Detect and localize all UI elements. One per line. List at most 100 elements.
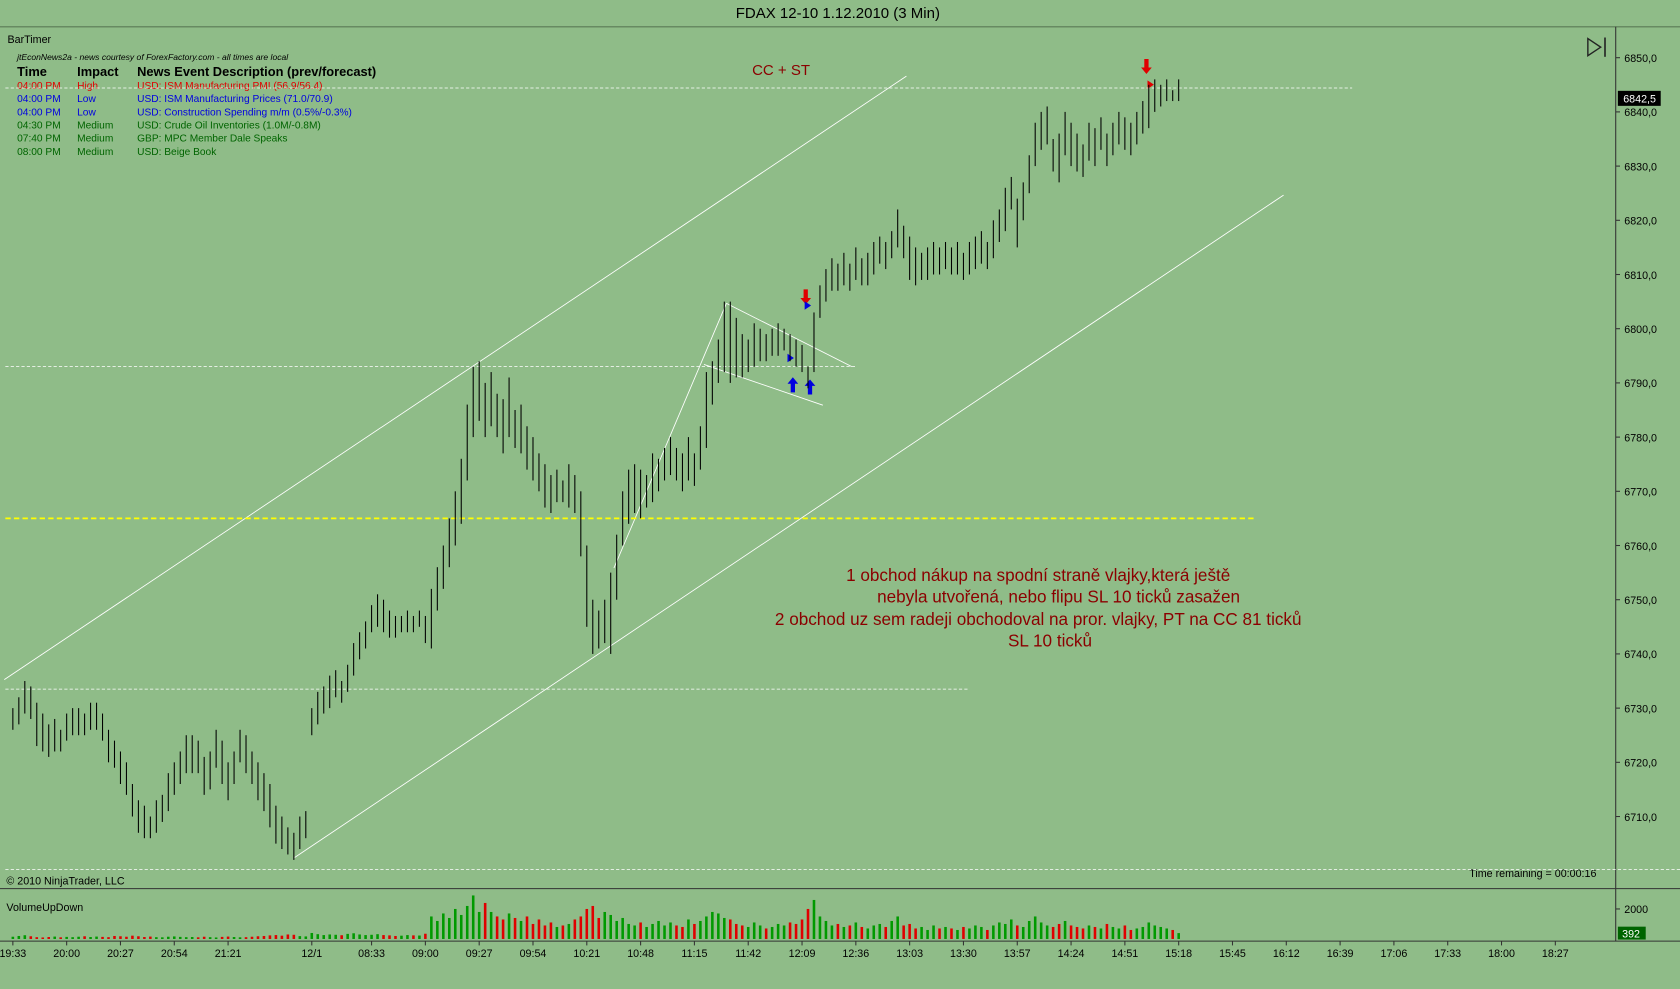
x-tick-label: 08:33 [358, 948, 385, 960]
volume-bar [615, 920, 618, 939]
x-tick-label: 19:33 [0, 948, 26, 960]
flag-line [703, 364, 823, 406]
volume-bar [525, 916, 529, 939]
volume-bar [256, 936, 260, 939]
y-tick-label: 6800,0 [1624, 324, 1657, 336]
volume-bar [681, 926, 684, 939]
x-tick-label: 14:24 [1058, 948, 1085, 960]
volume-bar [1177, 933, 1180, 939]
volume-bar [1075, 926, 1079, 939]
volume-bar [519, 920, 523, 939]
volume-bar [669, 922, 672, 939]
volume-bar [1087, 925, 1091, 939]
annotation: CC + ST [752, 62, 810, 79]
x-tick-label: 18:27 [1542, 948, 1569, 960]
volume-bar [268, 935, 272, 939]
volume-bar [800, 919, 804, 939]
x-tick-label: 20:54 [161, 948, 188, 960]
volume-bar [962, 926, 965, 939]
volume-bar [782, 925, 786, 939]
volume-bar [436, 920, 439, 939]
volume-bar [1039, 922, 1043, 939]
volume-bar [155, 937, 158, 939]
volume-bar [17, 935, 21, 939]
volume-bar [549, 922, 553, 939]
volume-bar [986, 929, 989, 939]
x-tick-label: 10:21 [573, 948, 600, 960]
volume-bar [143, 937, 146, 939]
volume-bar [1111, 926, 1115, 939]
x-tick-label: 20:00 [53, 948, 80, 960]
volume-bar [1004, 923, 1007, 939]
news-cell: USD: Beige Book [137, 147, 217, 158]
indicator-label: BarTimer [8, 34, 52, 46]
volume-bar [645, 926, 648, 939]
news-cell: High [77, 81, 98, 92]
volume-bar [184, 937, 188, 939]
news-cell: 04:30 PM [17, 121, 61, 132]
volume-bar [53, 936, 56, 939]
volume-bar [561, 925, 565, 939]
news-cell: Low [77, 107, 96, 118]
volume-bar [471, 895, 475, 939]
volume-bar [370, 934, 373, 939]
volume-tick-label: 2000 [1624, 904, 1648, 916]
volume-bar [705, 916, 708, 939]
buy-arrow [804, 379, 816, 395]
volume-bar [304, 936, 308, 939]
volume-bar [71, 937, 74, 939]
volume-bar [412, 935, 415, 939]
news-header: News Event Description (prev/forecast) [137, 64, 376, 79]
volume-bar [603, 911, 607, 939]
volume-bar [41, 937, 45, 939]
volume-bar [1135, 928, 1139, 939]
volume-bar [896, 916, 899, 939]
volume-bar [250, 936, 254, 939]
volume-bar [310, 932, 314, 939]
volume-bar [513, 917, 517, 939]
volume-bar [1171, 929, 1174, 939]
news-header: Time [17, 64, 47, 79]
volume-bar [770, 926, 774, 939]
x-tick-label: 11:42 [735, 948, 761, 960]
volume-bar [394, 935, 397, 939]
volume-bar [1147, 922, 1151, 939]
volume-bar [597, 917, 601, 939]
volume-bar [59, 937, 62, 939]
news-header: Impact [77, 64, 119, 79]
y-tick-label: 6760,0 [1624, 541, 1657, 553]
volume-bar [298, 936, 302, 939]
x-tick-label: 12/1 [301, 948, 322, 960]
volume-bar [812, 899, 816, 939]
volume-bar [848, 925, 852, 939]
last-price-label: 6842,5 [1623, 94, 1656, 106]
volume-bar [1081, 928, 1085, 939]
volume-bar [131, 935, 134, 939]
x-tick-label: 13:30 [950, 948, 977, 960]
volume-bar [35, 937, 39, 939]
volume-bar [830, 925, 834, 939]
annotation: nebyla utvořená, nebo flipu SL 10 ticků … [877, 586, 1240, 606]
toolbar-icon[interactable] [1587, 37, 1606, 58]
play-icon[interactable] [1587, 37, 1602, 58]
trend-line [4, 75, 907, 680]
volume-bar [711, 911, 714, 939]
time-remaining: Time remaining = 00:00:16 [1469, 868, 1596, 880]
volume-bar [101, 936, 104, 939]
volume-bar [836, 923, 840, 939]
volume-bar [956, 929, 959, 939]
news-cell: 04:00 PM [17, 81, 61, 92]
volume-bar [292, 934, 296, 939]
news-cell: 07:40 PM [17, 134, 61, 145]
volume-bar [89, 937, 92, 939]
volume-bar [860, 926, 864, 939]
y-tick-label: 6790,0 [1624, 378, 1657, 390]
volume-bar [178, 936, 182, 939]
volume-bar [208, 937, 212, 939]
volume-bar [567, 923, 571, 939]
volume-bar [651, 923, 654, 939]
x-tick-label: 14:51 [1111, 948, 1138, 960]
y-tick-label: 6710,0 [1624, 812, 1657, 824]
